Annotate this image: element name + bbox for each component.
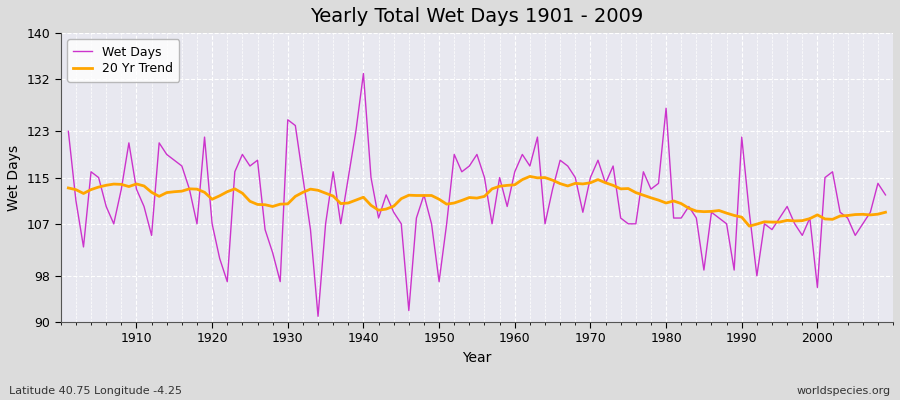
Wet Days [358, 71, 369, 76]
20 Yr Trend [336, 201, 346, 206]
Wet Days [517, 152, 527, 157]
Text: worldspecies.org: worldspecies.org [796, 386, 891, 396]
20 Yr Trend [63, 186, 74, 190]
Wet Days [525, 164, 535, 168]
Wet Days [880, 192, 891, 197]
Y-axis label: Wet Days: Wet Days [7, 144, 21, 211]
Text: Latitude 40.75 Longitude -4.25: Latitude 40.75 Longitude -4.25 [9, 386, 182, 396]
20 Yr Trend [608, 183, 618, 188]
20 Yr Trend [525, 174, 535, 179]
Wet Days [312, 314, 323, 319]
Wet Days [616, 216, 626, 220]
X-axis label: Year: Year [463, 351, 491, 365]
Line: 20 Yr Trend: 20 Yr Trend [68, 176, 886, 226]
Wet Days [343, 175, 354, 180]
20 Yr Trend [502, 183, 513, 188]
Wet Days [290, 123, 301, 128]
Legend: Wet Days, 20 Yr Trend: Wet Days, 20 Yr Trend [67, 39, 179, 82]
20 Yr Trend [509, 182, 520, 187]
Title: Yearly Total Wet Days 1901 - 2009: Yearly Total Wet Days 1901 - 2009 [310, 7, 644, 26]
20 Yr Trend [290, 194, 301, 199]
20 Yr Trend [744, 224, 755, 228]
Wet Days [63, 129, 74, 134]
Line: Wet Days: Wet Days [68, 74, 886, 316]
20 Yr Trend [123, 184, 134, 189]
Wet Days [123, 140, 134, 145]
20 Yr Trend [880, 210, 891, 215]
